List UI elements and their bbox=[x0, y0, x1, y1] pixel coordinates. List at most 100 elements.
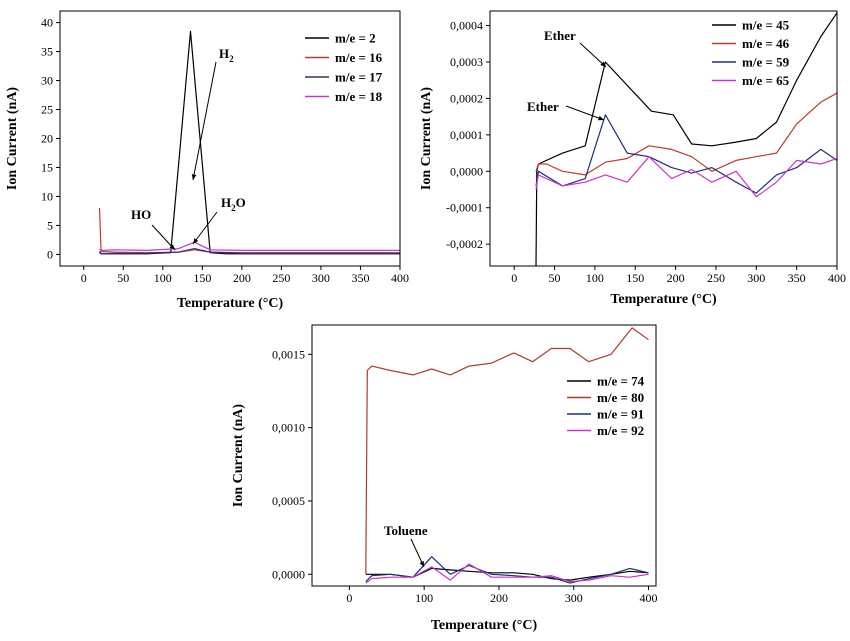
y-tick-label: 40 bbox=[41, 16, 53, 30]
series-line-3 bbox=[535, 114, 837, 194]
x-tick-label: 250 bbox=[272, 271, 290, 285]
x-tick-label: 150 bbox=[626, 271, 644, 285]
annotation-ho-arrow-line bbox=[151, 224, 176, 251]
plot-frame bbox=[311, 324, 657, 587]
x-tick-label: 100 bbox=[154, 271, 172, 285]
y-axis-label: Ion Current (nA) bbox=[231, 404, 246, 508]
y-tick-label: 5 bbox=[47, 218, 53, 232]
x-tick-label: 200 bbox=[490, 591, 508, 605]
x-tick-label: 0 bbox=[511, 271, 517, 285]
x-tick-label: 300 bbox=[312, 271, 330, 285]
legend-entry-2: m/e = 80 bbox=[597, 390, 644, 405]
y-tick-label: 20 bbox=[41, 132, 53, 146]
annotation-h2o-label: H2O bbox=[221, 195, 246, 213]
x-tick-label: 150 bbox=[193, 271, 211, 285]
y-tick-label: -0,0002 bbox=[446, 237, 483, 251]
x-tick-label: 50 bbox=[117, 271, 129, 285]
x-tick-label: 300 bbox=[747, 271, 765, 285]
panel-top-right: 0 50 100 150 200 250 300 350 400 -0,0002 -0,0001 0,… bbox=[419, 10, 846, 307]
x-tick-label: 0 bbox=[81, 271, 87, 285]
panel-top-left: 0 50 100 150 200 250 300 350 400 0 5 10 15 20 25 30 35 40… bbox=[5, 10, 409, 311]
annotation-ho-arrow-head bbox=[169, 244, 175, 250]
legend-entry-4: m/e = 18 bbox=[335, 89, 383, 104]
y-tick-label: 10 bbox=[41, 189, 53, 203]
legend-entry-3: m/e = 17 bbox=[335, 70, 383, 85]
legend-entry-4: m/e = 92 bbox=[597, 423, 644, 438]
annotation-ether-2-label: Ether bbox=[527, 99, 559, 114]
x-tick-label: 100 bbox=[415, 591, 433, 605]
plot-area bbox=[535, 12, 837, 266]
y-tick-label: 0,0010 bbox=[272, 421, 305, 435]
x-tick-label: 250 bbox=[707, 271, 725, 285]
x-axis-label: Temperature (°C) bbox=[431, 618, 538, 633]
y-tick-label: 0,0004 bbox=[450, 19, 483, 33]
y-axis-label: Ion Current (nA) bbox=[5, 87, 20, 191]
x-tick-label: 200 bbox=[233, 271, 251, 285]
y-tick-label: 0,0002 bbox=[450, 91, 483, 105]
annotation-ether-1-arrow-line bbox=[579, 42, 607, 68]
legend-entry-1: m/e = 74 bbox=[597, 374, 645, 389]
legend-entry-2: m/e = 16 bbox=[335, 50, 383, 65]
x-tick-label: 300 bbox=[565, 591, 583, 605]
series-line-2 bbox=[365, 327, 649, 575]
x-tick-label: 0 bbox=[346, 591, 352, 605]
x-axis-label: Temperature (°C) bbox=[177, 296, 284, 311]
legend: m/e = 2 m/e = 16 m/e = 17 m/e = 18 bbox=[305, 31, 383, 104]
x-tick-label: 100 bbox=[586, 271, 604, 285]
series-line-4 bbox=[99, 241, 400, 251]
x-tick-label: 400 bbox=[828, 271, 846, 285]
series-line-3 bbox=[99, 248, 400, 255]
y-tick-label: -0,0001 bbox=[446, 201, 483, 215]
x-tick-label: 350 bbox=[788, 271, 806, 285]
legend: m/e = 45 m/e = 46 m/e = 59 m/e = 65 bbox=[712, 18, 790, 88]
legend-entry-1: m/e = 45 bbox=[742, 18, 790, 33]
annotation-h2-arrow-line bbox=[192, 61, 217, 181]
annotation-toluene-label: Toluene bbox=[384, 523, 428, 538]
legend-entry-3: m/e = 91 bbox=[597, 407, 644, 422]
series-line-3 bbox=[365, 556, 649, 584]
y-tick-label: 0,0000 bbox=[272, 567, 305, 581]
y-tick-label: 0,0015 bbox=[272, 347, 305, 361]
series-line-1 bbox=[535, 12, 837, 266]
annotation-h2-arrow-head bbox=[191, 174, 197, 180]
annotation-ether-2-arrow-line bbox=[565, 105, 605, 121]
y-tick-label: 15 bbox=[41, 160, 53, 174]
x-axis-label: Temperature (°C) bbox=[610, 292, 717, 307]
annotation-h2o-arrow-head bbox=[193, 238, 199, 244]
annotation-ho-label: HO bbox=[131, 207, 151, 222]
annotation-h2o-arrow-line bbox=[192, 211, 218, 245]
series-line-2 bbox=[535, 92, 837, 176]
y-tick-label: 0 bbox=[47, 247, 53, 261]
legend-entry-3: m/e = 59 bbox=[742, 55, 790, 70]
y-axis-label: Ion Current (nA) bbox=[419, 87, 434, 191]
y-tick-label: 35 bbox=[41, 45, 53, 59]
panel-bottom: 0 100 200 300 400 0,0000 0,0005 0,0010 0,0015 Tem… bbox=[231, 324, 658, 633]
annotation-ether-1-label: Ether bbox=[544, 28, 576, 43]
y-tick-label: 0,0001 bbox=[450, 128, 483, 142]
y-tick-label: 0,0005 bbox=[272, 494, 305, 508]
x-tick-label: 400 bbox=[391, 271, 409, 285]
series-line-4 bbox=[365, 563, 649, 584]
x-tick-label: 200 bbox=[667, 271, 685, 285]
y-tick-label: 0,0003 bbox=[450, 55, 483, 69]
series-line-1 bbox=[365, 567, 649, 581]
legend-entry-1: m/e = 2 bbox=[335, 31, 376, 46]
legend-entry-2: m/e = 46 bbox=[742, 36, 790, 51]
annotation-toluene-arrow-head bbox=[419, 561, 424, 567]
legend: m/e = 74m/e = 80 m/e = 91m/e = 92 bbox=[567, 374, 645, 438]
plot-area bbox=[365, 327, 649, 584]
y-tick-label: 0,0000 bbox=[450, 164, 483, 178]
annotation-h2-label: H2 bbox=[219, 46, 234, 64]
annotation-ether-2-arrow-head bbox=[598, 115, 604, 121]
x-tick-label: 50 bbox=[549, 271, 561, 285]
x-tick-label: 350 bbox=[351, 271, 369, 285]
y-tick-label: 25 bbox=[41, 103, 53, 117]
x-tick-label: 400 bbox=[640, 591, 658, 605]
series-line-4 bbox=[535, 156, 837, 198]
annotation-ether-1-arrow-head bbox=[600, 61, 606, 67]
legend-entry-4: m/e = 65 bbox=[742, 73, 790, 88]
plot-frame bbox=[489, 10, 838, 267]
y-tick-label: 30 bbox=[41, 74, 53, 88]
